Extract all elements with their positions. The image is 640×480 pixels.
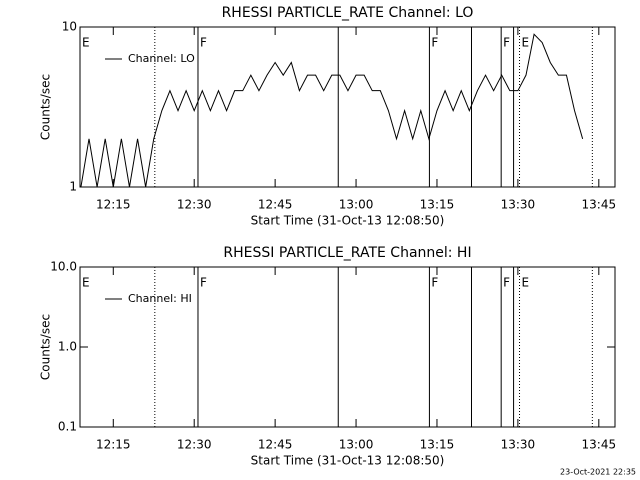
x-tick-label: 12:15: [96, 438, 131, 452]
x-tick-label: 13:00: [339, 438, 374, 452]
x-tick-label: 13:45: [582, 198, 617, 212]
y-axis-title: Counts/sec: [39, 74, 53, 140]
x-tick-label: 12:30: [177, 438, 212, 452]
x-tick-label: 13:15: [420, 438, 455, 452]
flag-label: E: [82, 36, 90, 50]
x-tick-label: 13:30: [501, 438, 536, 452]
y-tick-label: 10.0: [50, 260, 77, 274]
x-tick-label: 13:45: [582, 438, 617, 452]
y-tick-label: 0.1: [58, 420, 77, 434]
chart-title: RHESSI PARTICLE_RATE Channel: HI: [223, 245, 471, 261]
x-tick-label: 13:00: [339, 198, 374, 212]
x-tick-label: 13:30: [501, 198, 536, 212]
y-axis-title: Counts/sec: [39, 314, 53, 380]
flag-label: F: [431, 276, 438, 290]
flag-label: E: [522, 276, 530, 290]
data-line: [80, 33, 584, 188]
legend-label: Channel: LO: [128, 52, 195, 65]
flag-label: F: [431, 36, 438, 50]
x-tick-label: 12:30: [177, 198, 212, 212]
flag-label: F: [200, 276, 207, 290]
x-tick-label: 12:15: [96, 198, 131, 212]
x-tick-label: 13:15: [420, 198, 455, 212]
x-tick-label: 12:45: [258, 198, 293, 212]
y-tick-label: 1: [69, 180, 77, 194]
flag-label: F: [503, 276, 510, 290]
x-tick-label: 12:45: [258, 438, 293, 452]
y-tick-label: 1.0: [58, 340, 77, 354]
flag-label: F: [200, 36, 207, 50]
legend-label: Channel: HI: [128, 292, 192, 305]
footer: 23-Oct-2021 22:35: [560, 468, 636, 477]
y-tick-label: 10: [62, 20, 77, 34]
flag-label: E: [522, 36, 530, 50]
flag-label: F: [503, 36, 510, 50]
x-axis-title: Start Time (31-Oct-13 12:08:50): [251, 454, 445, 468]
x-axis-title: Start Time (31-Oct-13 12:08:50): [251, 214, 445, 228]
chart-title: RHESSI PARTICLE_RATE Channel: LO: [222, 5, 474, 21]
flag-label: E: [82, 276, 90, 290]
